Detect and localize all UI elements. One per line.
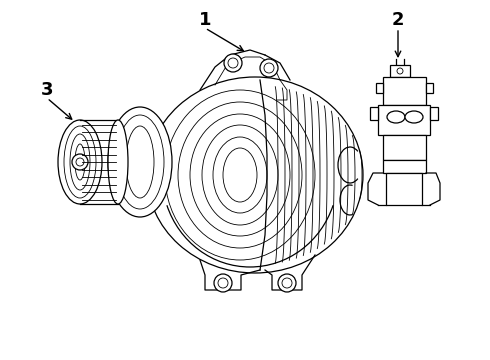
Circle shape [278, 274, 296, 292]
Polygon shape [383, 77, 426, 105]
Polygon shape [378, 105, 430, 135]
Ellipse shape [147, 77, 363, 273]
Text: 3: 3 [41, 81, 53, 99]
Ellipse shape [405, 111, 423, 123]
Polygon shape [376, 83, 383, 93]
Polygon shape [383, 135, 426, 160]
Polygon shape [390, 65, 410, 77]
Text: 1: 1 [199, 11, 211, 29]
Polygon shape [383, 160, 426, 173]
Text: 2: 2 [392, 11, 404, 29]
Polygon shape [430, 107, 438, 120]
Circle shape [260, 59, 278, 77]
Circle shape [214, 274, 232, 292]
Ellipse shape [108, 107, 172, 217]
Ellipse shape [58, 120, 102, 204]
Circle shape [72, 154, 88, 170]
Polygon shape [370, 107, 378, 120]
Polygon shape [426, 83, 433, 93]
Circle shape [224, 54, 242, 72]
Ellipse shape [108, 120, 128, 204]
Polygon shape [386, 173, 422, 205]
Ellipse shape [387, 111, 405, 123]
